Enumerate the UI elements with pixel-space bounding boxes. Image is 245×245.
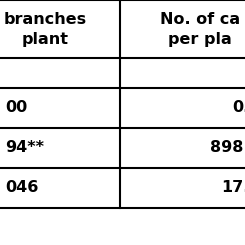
Text: No. of ca: No. of ca: [160, 12, 240, 27]
Text: 00: 00: [5, 100, 27, 115]
Text: 898.25: 898.25: [210, 140, 245, 156]
Text: plant: plant: [22, 33, 69, 48]
Text: branches: branches: [3, 12, 86, 27]
Text: per pla: per pla: [168, 33, 232, 48]
Text: 046: 046: [5, 181, 38, 196]
Text: 94**: 94**: [5, 140, 44, 156]
Text: 0.07: 0.07: [233, 100, 245, 115]
Text: 17.18: 17.18: [221, 181, 245, 196]
